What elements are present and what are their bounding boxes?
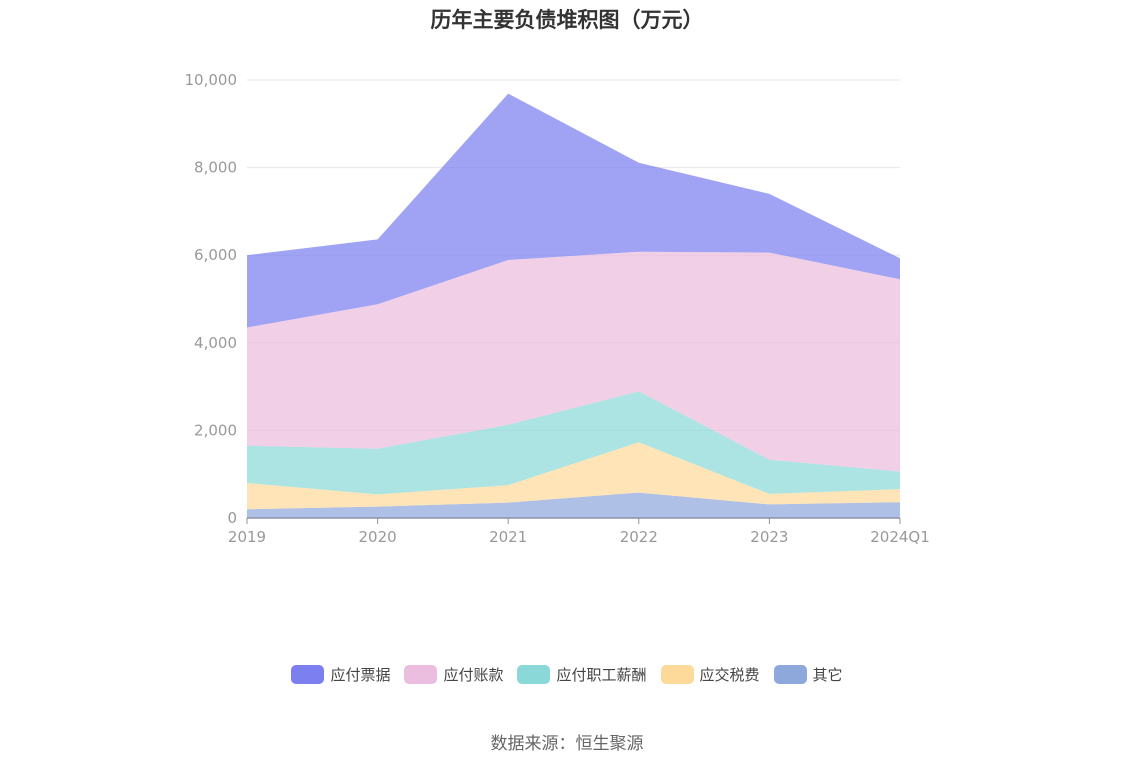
x-tick-label: 2021 xyxy=(489,528,527,546)
legend-label: 应交税费 xyxy=(699,666,760,684)
y-tick-label: 2,000 xyxy=(194,421,237,439)
area-tax-payable xyxy=(247,442,900,510)
legend-item[interactable]: 其它 xyxy=(773,664,843,685)
y-tick-label: 8,000 xyxy=(194,159,237,177)
legend: 应付票据 应付账款 应付职工薪酬 应交税费 其它 xyxy=(0,664,1134,685)
area-accounts-payable xyxy=(247,251,900,472)
x-tick-label: 2022 xyxy=(620,528,658,546)
y-tick-label: 6,000 xyxy=(194,246,237,264)
area-notes-payable xyxy=(247,93,900,328)
source-note: 数据来源：恒生聚源 xyxy=(490,734,644,754)
legend-item[interactable]: 应付账款 xyxy=(404,664,503,685)
x-tick-label: 2024Q1 xyxy=(870,528,930,546)
x-tick-label: 2020 xyxy=(359,528,397,546)
legend-label: 其它 xyxy=(812,666,843,684)
y-tick-label: 4,000 xyxy=(194,334,237,352)
legend-swatch xyxy=(660,665,694,684)
legend-item[interactable]: 应交税费 xyxy=(660,664,760,685)
x-tick-label: 2019 xyxy=(228,528,266,546)
legend-swatch xyxy=(291,665,325,684)
legend-label: 应付账款 xyxy=(443,666,504,684)
legend-label: 应付票据 xyxy=(330,666,391,684)
area-other xyxy=(247,492,900,518)
legend-label: 应付职工薪酬 xyxy=(556,666,647,684)
axes: 0 2,000 4,000 6,000 8,000 10,000 2019 2020 2021 2… xyxy=(185,71,930,546)
legend-swatch xyxy=(517,665,551,684)
y-tick-label: 10,000 xyxy=(185,71,238,89)
legend-swatch xyxy=(773,665,807,684)
x-tick-label: 2023 xyxy=(750,528,788,546)
legend-item[interactable]: 应付职工薪酬 xyxy=(517,664,647,685)
y-tick-label: 0 xyxy=(227,509,237,527)
area-payroll-payable xyxy=(247,391,900,495)
stacked-area-chart: 0 2,000 4,000 6,000 8,000 10,000 2019 2020 2021 2… xyxy=(185,71,930,546)
legend-swatch xyxy=(404,665,438,684)
chart-title: 历年主要负债堆积图（万元） xyxy=(430,8,704,32)
area-series xyxy=(247,93,900,518)
legend-item[interactable]: 应付票据 xyxy=(291,664,390,685)
